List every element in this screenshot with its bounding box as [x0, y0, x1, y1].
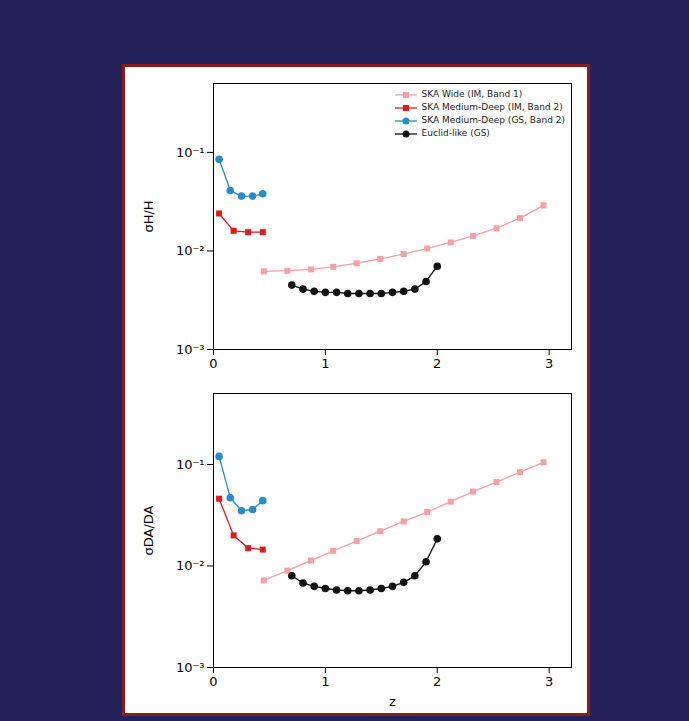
svg-text:10⁻²: 10⁻²: [176, 558, 205, 573]
svg-text:0: 0: [209, 674, 217, 689]
svg-text:10⁻²: 10⁻²: [176, 243, 205, 258]
svg-text:10⁻³: 10⁻³: [176, 342, 205, 357]
svg-text:1: 1: [321, 674, 329, 689]
html-text:SKA Wide (IM, Band 1): SKA Wide (IM, Band 1): [421, 89, 523, 99]
html-text:Euclid-like (GS): Euclid-like (GS): [421, 128, 490, 138]
svg-text:2: 2: [433, 674, 441, 689]
svg-text:2: 2: [433, 356, 441, 371]
svg-text:10⁻³: 10⁻³: [176, 660, 205, 675]
svg-text:3: 3: [545, 356, 553, 371]
svg-text:1: 1: [321, 356, 329, 371]
svg-text:0: 0: [209, 356, 217, 371]
html-text:SKA Medium-Deep (IM, Band 2): SKA Medium-Deep (IM, Band 2): [421, 102, 563, 112]
svg-text:10⁻¹: 10⁻¹: [176, 457, 205, 472]
html-text:SKA Medium-Deep (GS, Band 2): SKA Medium-Deep (GS, Band 2): [421, 115, 565, 125]
svg-text:3: 3: [545, 674, 553, 689]
svg-text:z: z: [389, 694, 396, 709]
svg-text:10⁻¹: 10⁻¹: [176, 145, 205, 160]
svg-text:σDA/DA: σDA/DA: [141, 505, 156, 555]
svg-text:σH/H: σH/H: [141, 200, 156, 232]
